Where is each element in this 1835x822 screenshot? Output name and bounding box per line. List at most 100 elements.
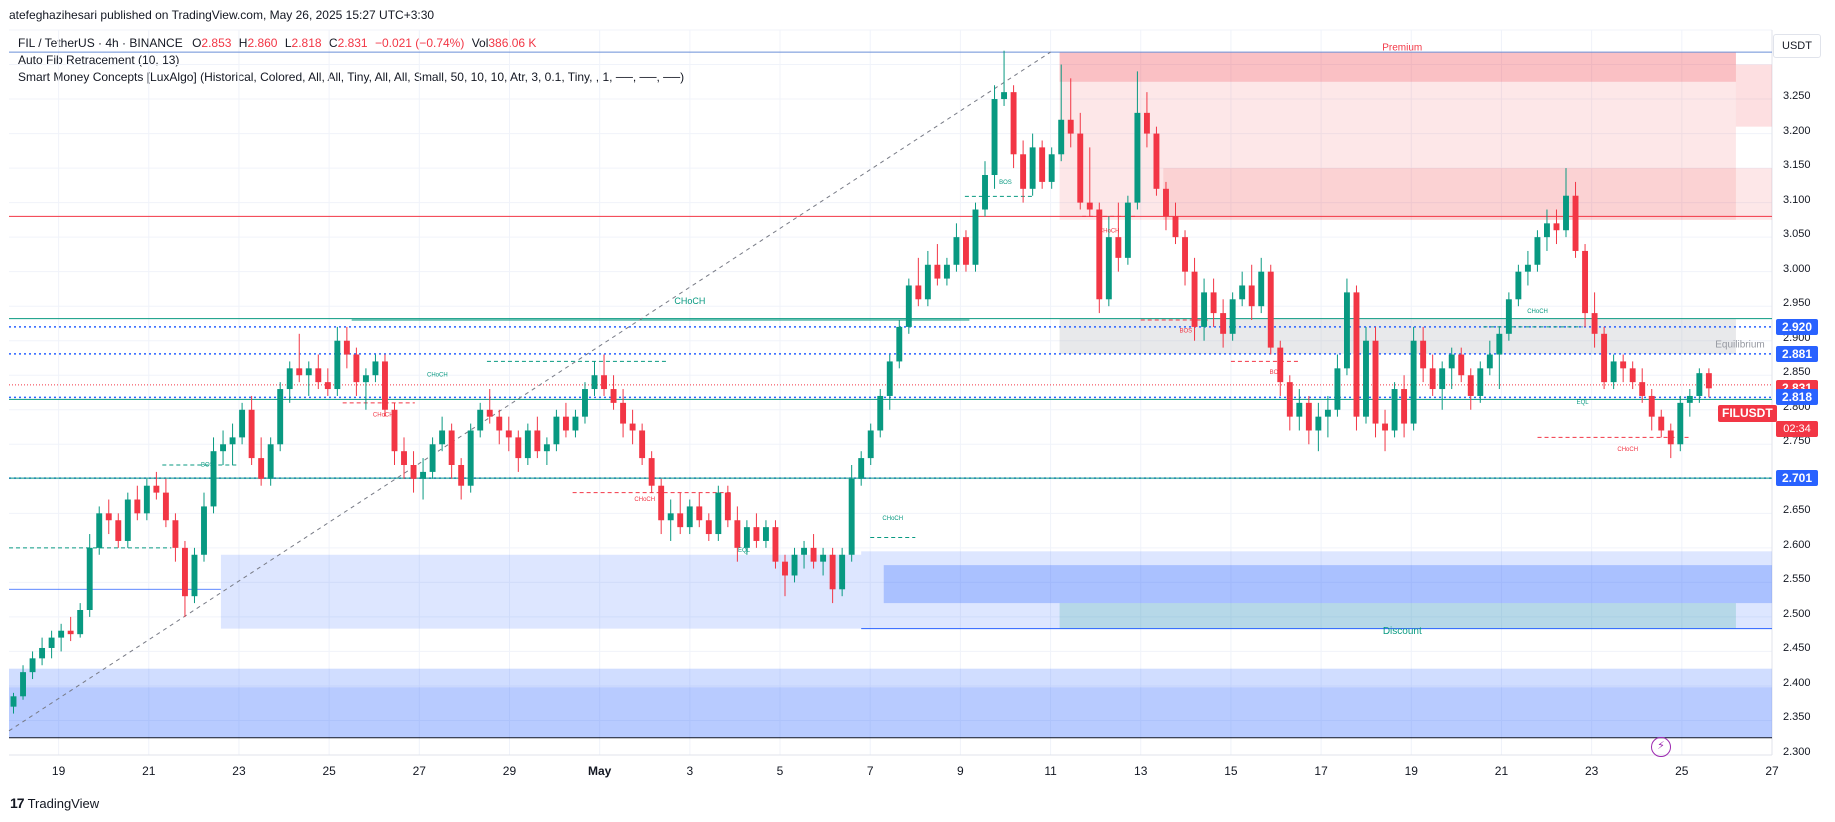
candle-up	[667, 513, 674, 521]
indicator-smc[interactable]: Smart Money Concepts [LuxAlgo] (Historic…	[18, 70, 685, 84]
chart-grid	[9, 29, 1773, 756]
candle-down	[181, 547, 188, 597]
currency-button[interactable]: USDT	[1773, 34, 1821, 58]
candle-down	[153, 485, 160, 493]
candle-down	[315, 368, 322, 383]
candle-down	[1401, 389, 1408, 424]
candle-up	[1563, 195, 1569, 231]
candle-up	[1391, 389, 1398, 431]
candle-up	[1524, 264, 1531, 272]
candle-up	[124, 499, 131, 541]
candle-down	[1429, 368, 1436, 390]
time-tick-label: 25	[1675, 764, 1689, 778]
candle-up	[991, 99, 998, 175]
structure-label: CHoCH	[674, 296, 705, 306]
candle-down	[705, 520, 712, 535]
price-axis[interactable]: 3.250 3.200 3.150 3.100 3.050 3.000 2.950 2.900…	[1775, 28, 1835, 758]
candle-up	[39, 647, 46, 659]
candle-down	[515, 437, 522, 459]
structure-label: CHoCH	[373, 413, 394, 419]
candle-down	[1705, 373, 1712, 389]
time-tick-label: 15	[1224, 764, 1238, 778]
candle-down	[829, 554, 836, 590]
candle-down	[1248, 285, 1255, 307]
high-value: 2.860	[247, 36, 278, 50]
candle-up	[943, 264, 950, 279]
lightning-icon[interactable]: ⚡	[1651, 737, 1671, 757]
candle-up	[858, 458, 865, 479]
candle-up	[1496, 333, 1503, 355]
price-tick-label: 2.850	[1783, 366, 1811, 379]
candle-up	[77, 610, 84, 635]
candle-down	[696, 506, 703, 521]
candle-down	[458, 465, 465, 486]
discount-block	[883, 565, 1772, 604]
candle-up	[1296, 402, 1303, 417]
time-tick-label: 13	[1134, 764, 1148, 778]
candle-up	[58, 630, 65, 638]
price-tick-label: 2.550	[1783, 573, 1811, 586]
candle-down	[658, 485, 665, 521]
candle-down	[248, 409, 255, 459]
tradingview-brand[interactable]: 17 TradingView	[10, 795, 99, 811]
indicator-fib[interactable]: Auto Fib Retracement (10, 13)	[18, 53, 180, 67]
candle-up	[582, 389, 588, 417]
discount-block	[9, 687, 1772, 738]
price-tick-label: 2.400	[1783, 676, 1811, 689]
candle-down	[782, 561, 788, 576]
candle-up	[229, 437, 236, 445]
candle-up	[801, 547, 807, 555]
candle-down	[486, 409, 493, 417]
candle-up	[305, 368, 312, 376]
smc-zones	[9, 52, 1772, 738]
candle-up	[467, 430, 474, 486]
candle-down	[1020, 154, 1027, 189]
time-tick-label: 11	[1044, 764, 1057, 778]
candle-down	[1286, 382, 1293, 417]
candle-down	[934, 264, 941, 279]
volume-label: Vol	[471, 36, 489, 50]
symbol-title[interactable]: FIL / TetherUS · 4h · BINANCE	[18, 36, 183, 50]
candle-up	[334, 340, 341, 390]
price-tick-label: 3.000	[1783, 262, 1811, 275]
candle-up	[477, 409, 484, 431]
candle-down	[1172, 216, 1179, 238]
price-tick-label: 3.250	[1783, 90, 1811, 103]
candle-up	[524, 430, 531, 459]
candle-up	[1029, 147, 1036, 189]
time-tick-label: 19	[51, 764, 66, 778]
candle-up	[1201, 292, 1208, 327]
candle-up	[1324, 409, 1331, 417]
candle-up	[1258, 271, 1265, 307]
candle-down	[1582, 250, 1589, 314]
candle-down	[1601, 333, 1608, 383]
candle-down	[1267, 271, 1274, 348]
low-value: 2.818	[291, 36, 322, 50]
candle-up	[277, 389, 284, 445]
candle-down	[677, 513, 684, 528]
candle-up	[1105, 237, 1112, 300]
price-tick-label: 2.650	[1783, 504, 1811, 517]
candle-up	[1001, 92, 1008, 100]
candle-up	[762, 527, 769, 541]
candle-up	[1229, 299, 1236, 334]
candle-down	[1648, 395, 1655, 417]
price-tick-label: 3.200	[1783, 124, 1811, 137]
candle-down	[1220, 313, 1227, 334]
time-tick-label: 27	[1765, 764, 1779, 778]
candle-down	[1667, 430, 1674, 445]
candle-down	[134, 499, 141, 514]
candle-up	[191, 554, 198, 597]
structure-label: BOS	[201, 462, 214, 468]
candle-down	[639, 430, 646, 459]
candle-down	[1372, 340, 1379, 424]
candle-down	[448, 430, 455, 465]
time-tick-label: 21	[142, 764, 156, 778]
candle-down	[1382, 423, 1388, 431]
candle-down	[1353, 292, 1360, 417]
candle-up	[839, 554, 846, 590]
candle-up	[1363, 340, 1369, 417]
candle-down	[629, 423, 636, 431]
discount-block	[1059, 603, 1736, 629]
